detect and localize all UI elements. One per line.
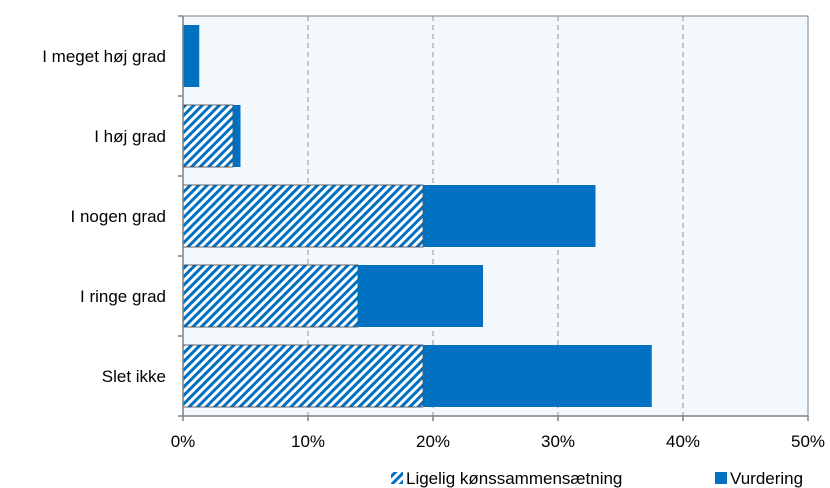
category-label: I meget høj grad: [42, 47, 166, 66]
tick-labels: 0% 10% 20% 30% 40% 50%: [171, 432, 825, 451]
legend: Ligelig kønssammensætning Vurdering: [391, 469, 803, 488]
category-label: I nogen grad: [71, 207, 166, 226]
legend-label-vurdering: Vurdering: [730, 469, 803, 488]
x-tick-label: 20%: [416, 432, 450, 451]
x-tick-label: 10%: [291, 432, 325, 451]
bar-vurdering-4: [423, 345, 652, 407]
bar-vurdering-3: [358, 265, 483, 327]
bar-ligelig-1: [182, 104, 234, 168]
x-tick-label: 0%: [171, 432, 196, 451]
legend-label-ligelig: Ligelig kønssammensætning: [406, 469, 622, 488]
x-tick-label: 40%: [666, 432, 700, 451]
x-tick-label: 30%: [541, 432, 575, 451]
bar-vurdering-2: [423, 185, 596, 247]
category-label: I høj grad: [94, 127, 166, 146]
bar-ligelig-3: [182, 264, 359, 328]
category-label: I ringe grad: [80, 287, 166, 306]
legend-swatch-ligelig: [391, 472, 403, 484]
bar-ligelig-2: [182, 184, 424, 248]
bars: [182, 25, 652, 408]
category-label: Slet ikke: [102, 367, 166, 386]
axes: [178, 15, 809, 421]
x-tick-label: 50%: [791, 432, 825, 451]
legend-swatch-vurdering: [715, 472, 727, 484]
bar-ligelig-4: [182, 344, 424, 408]
bar-vurdering-1: [233, 105, 241, 167]
bar-vurdering-0: [183, 25, 200, 87]
category-labels: I meget høj grad I høj grad I nogen grad I …: [42, 47, 166, 386]
